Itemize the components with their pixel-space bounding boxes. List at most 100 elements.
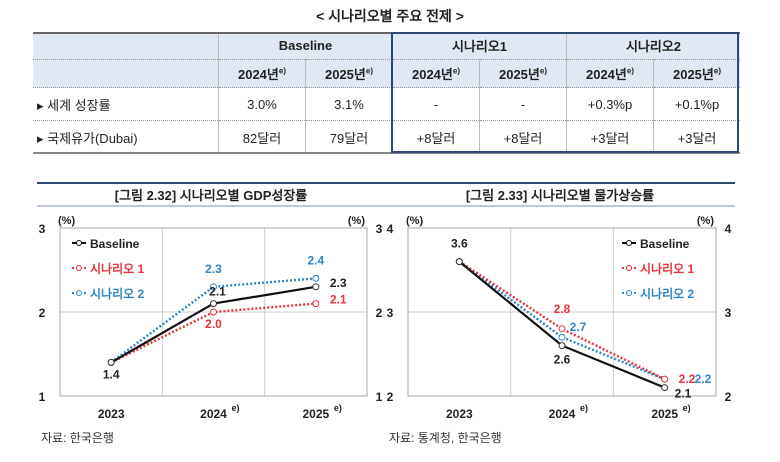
row-label: ▸ 국제유가(Dubai) <box>33 120 219 154</box>
data-label: 2.1 <box>330 293 347 307</box>
data-point <box>558 342 566 350</box>
y-tick-left: 1 <box>39 390 46 404</box>
header-empty <box>33 59 219 88</box>
y-tick-left: 2 <box>387 390 394 404</box>
table-row: ▸ 세계 성장률 3.0% 3.1% - - +0.3%p +0.1%p <box>33 87 740 121</box>
header-scenario1: 시나리오1 <box>392 32 567 60</box>
legend-marker-icon <box>76 290 82 296</box>
y-tick-right: 3 <box>725 306 732 320</box>
data-label: 2.1 <box>675 387 692 401</box>
y-unit-left: (%) <box>58 215 75 227</box>
table-top-rule <box>33 32 740 34</box>
table-cell: 3.1% <box>305 87 393 121</box>
header-empty <box>33 32 219 60</box>
y-tick-right: 2 <box>376 306 383 320</box>
x-tick-sup: e) <box>580 403 588 413</box>
y-tick-right: 2 <box>725 390 732 404</box>
data-point <box>558 333 566 341</box>
table-header-groups: Baseline 시나리오1 시나리오2 <box>33 32 740 60</box>
y-unit-left: (%) <box>406 215 423 227</box>
series-line-2 <box>458 260 666 381</box>
legend-entry: Baseline <box>640 237 690 251</box>
x-tick-sup: e) <box>683 403 691 413</box>
year-label: 2025년 <box>498 67 540 82</box>
year-label: 2025년 <box>672 67 714 82</box>
data-point <box>312 274 320 282</box>
table-cell: +8달러 <box>392 120 480 154</box>
year-label: 2024년 <box>585 67 627 82</box>
data-label: 3.6 <box>451 237 468 251</box>
source-note: 자료: 통계청, 한국은행 <box>389 430 502 445</box>
legend-marker-icon <box>76 265 82 271</box>
legend-entry: 시나리오 1 <box>640 261 694 276</box>
x-tick: 2023 <box>446 407 473 421</box>
plot-frame <box>59 227 368 397</box>
y-tick-right: 1 <box>376 390 383 404</box>
legend-entry: 시나리오 2 <box>90 286 144 301</box>
table-cell: +0.1%p <box>653 87 740 121</box>
x-tick-sup: e) <box>232 403 240 413</box>
data-point <box>312 283 320 291</box>
header-year: 2024년e) <box>392 59 480 88</box>
data-point <box>661 384 669 392</box>
legend-marker-icon <box>626 240 632 246</box>
table-row: ▸ 국제유가(Dubai) 82달러 79달러 +8달러 +8달러 +3달러 +3달러 <box>33 120 740 154</box>
legend-marker-icon <box>626 290 632 296</box>
y-unit-right: (%) <box>697 215 714 227</box>
y-tick-left: 3 <box>387 306 394 320</box>
row-label: ▸ 세계 성장률 <box>33 87 219 121</box>
data-label: 2.3 <box>330 276 347 290</box>
table-cell: 82달러 <box>218 120 306 154</box>
header-year: 2025년e) <box>305 59 393 88</box>
table-cell: - <box>392 87 480 121</box>
plot-frame <box>407 227 717 397</box>
data-label: 2.3 <box>205 262 222 276</box>
estimate-mark: e) <box>626 66 634 76</box>
estimate-mark: e) <box>278 66 286 76</box>
x-tick: 2025 <box>302 407 329 421</box>
source-note: 자료: 한국은행 <box>41 430 114 445</box>
table-cell: +8달러 <box>479 120 567 154</box>
header-baseline: Baseline <box>218 32 393 60</box>
data-point <box>210 300 217 308</box>
estimate-mark: e) <box>713 66 721 76</box>
x-tick: 2023 <box>98 407 125 421</box>
header-year: 2025년e) <box>653 59 740 88</box>
estimate-mark: e) <box>452 66 460 76</box>
chart-title: [그림 2.32] 시나리오별 GDP성장률 <box>115 188 308 203</box>
data-point <box>312 300 320 308</box>
year-label: 2024년 <box>237 67 279 82</box>
y-tick-right: 4 <box>725 222 732 236</box>
header-scenario2: 시나리오2 <box>566 32 740 60</box>
table-cell: - <box>479 87 567 121</box>
year-label: 2025년 <box>324 67 366 82</box>
data-point <box>210 308 217 316</box>
table-cell: +3달러 <box>566 120 654 154</box>
table-bottom-rule <box>33 152 740 154</box>
data-label: 1.4 <box>103 367 120 381</box>
x-tick-sup: e) <box>334 403 342 413</box>
y-unit-right: (%) <box>348 215 365 227</box>
data-label: 2.4 <box>307 253 324 267</box>
x-tick: 2024 <box>549 407 576 421</box>
table-cell: +0.3%p <box>566 87 654 121</box>
data-label: 2.2 <box>679 372 696 386</box>
x-tick: 2025 <box>651 407 678 421</box>
data-point <box>558 325 566 333</box>
legend-marker-icon <box>76 240 82 246</box>
data-label: 2.8 <box>554 302 571 316</box>
scenario-assumptions-table: Baseline 시나리오1 시나리오2 2024년e) 2025년e) 2024년… <box>33 32 740 154</box>
data-point <box>661 375 669 383</box>
table-title: < 시나리오별 주요 전제 > <box>316 8 464 24</box>
legend-marker-icon <box>626 265 632 271</box>
table-header-years: 2024년e) 2025년e) 2024년e) 2025년e) 2024년e) 2025년… <box>33 59 740 88</box>
data-point <box>455 258 463 266</box>
data-label: 2.7 <box>570 320 587 334</box>
header-year: 2024년e) <box>218 59 306 88</box>
x-tick: 2024 <box>200 407 227 421</box>
y-tick-left: 4 <box>387 222 394 236</box>
data-label: 2.2 <box>695 372 712 386</box>
data-label: 2.6 <box>554 353 571 367</box>
table-cell: 3.0% <box>218 87 306 121</box>
